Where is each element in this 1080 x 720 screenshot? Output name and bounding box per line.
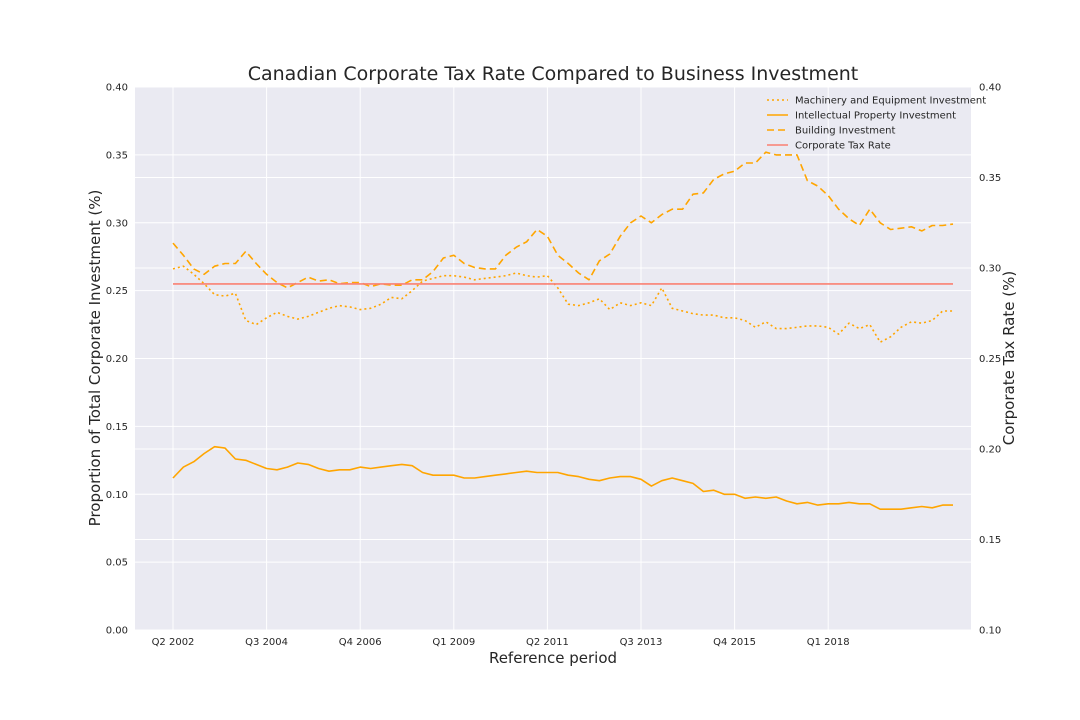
tick-layer: Q2 2002 Q3 2004 Q4 2006 Q1 2009 Q2 2011 Q3 20…	[106, 83, 1002, 649]
y-tick-label-left: 0.20	[106, 354, 128, 365]
y-tick-label-right: 0.25	[979, 354, 1001, 365]
y-tick-label-left: 0.40	[106, 83, 128, 94]
series-line-intellectual-property-investment	[172, 445, 953, 510]
legend-label: Building Investment	[795, 126, 895, 137]
y-axis-label-left: Proportion of Total Corporate Investment…	[86, 190, 104, 527]
y-tick-label-right: 0.35	[979, 173, 1001, 184]
x-tick-label: Q4 2015	[713, 637, 756, 648]
series-line-machinery-and-equipment-investment	[172, 265, 953, 343]
y-tick-label-right: 0.10	[979, 626, 1001, 637]
y-axis-label-right: Corporate Tax Rate (%)	[1000, 271, 1018, 445]
x-axis-label: Reference period	[489, 649, 617, 667]
y-tick-label-right: 0.40	[979, 83, 1001, 94]
series-line-building-investment	[172, 151, 954, 289]
y-tick-label-left: 0.15	[106, 422, 128, 433]
x-tick-label: Q1 2018	[807, 637, 850, 648]
x-tick-label: Q4 2006	[339, 637, 382, 648]
x-tick-label: Q3 2004	[245, 637, 288, 648]
series-layer	[172, 151, 954, 510]
y-tick-label-left: 0.05	[106, 558, 128, 569]
y-tick-label-right: 0.30	[979, 264, 1001, 275]
y-tick-label-left: 0.10	[106, 490, 128, 501]
legend-label: Machinery and Equipment Investment	[795, 96, 986, 107]
chart-title: Canadian Corporate Tax Rate Compared to …	[248, 63, 859, 85]
y-tick-label-right: 0.15	[979, 535, 1001, 546]
y-tick-label-left: 0.00	[106, 626, 128, 637]
y-tick-label-left: 0.25	[106, 286, 128, 297]
legend-label: Intellectual Property Investment	[795, 111, 956, 122]
x-tick-label: Q2 2011	[526, 637, 569, 648]
y-tick-label-left: 0.35	[106, 150, 128, 161]
y-tick-label-right: 0.20	[979, 445, 1001, 456]
x-tick-label: Q1 2009	[432, 637, 475, 648]
y-tick-label-left: 0.30	[106, 218, 128, 229]
legend-label: Corporate Tax Rate	[795, 141, 891, 152]
grid-layer	[135, 86, 971, 631]
legend: Machinery and Equipment Investment Intell…	[767, 96, 986, 152]
x-tick-label: Q3 2013	[620, 637, 663, 648]
x-tick-label: Q2 2002	[152, 637, 195, 648]
